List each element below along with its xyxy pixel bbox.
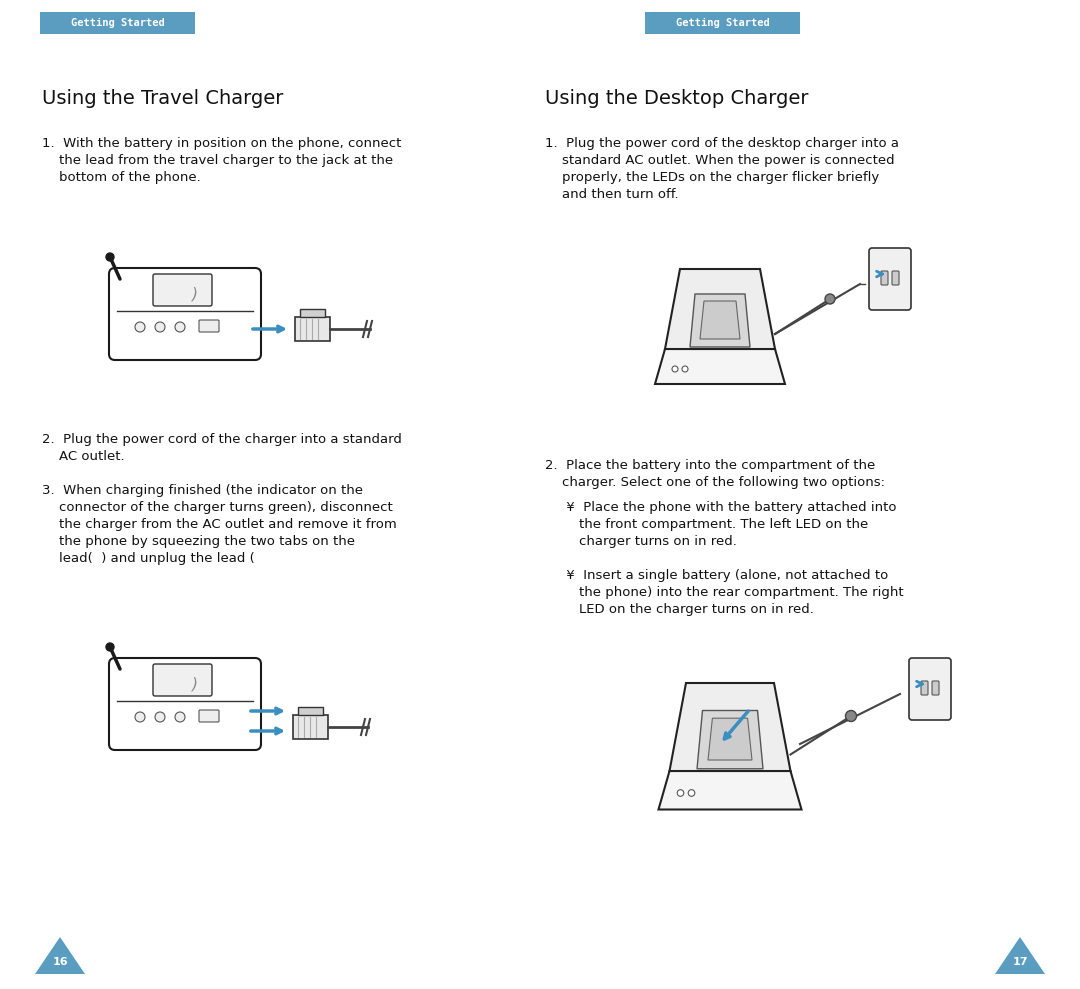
Text: ): ) [192, 287, 198, 302]
Polygon shape [659, 771, 801, 810]
FancyBboxPatch shape [881, 271, 888, 285]
Text: 2.  Plug the power cord of the charger into a standard
    AC outlet.: 2. Plug the power cord of the charger in… [42, 433, 402, 463]
Text: Getting Started: Getting Started [71, 18, 165, 28]
FancyBboxPatch shape [153, 274, 212, 306]
FancyBboxPatch shape [932, 681, 939, 695]
Polygon shape [35, 937, 85, 974]
FancyBboxPatch shape [295, 317, 330, 341]
FancyBboxPatch shape [869, 248, 912, 310]
Polygon shape [995, 937, 1045, 974]
Circle shape [135, 322, 145, 332]
Text: Getting Started: Getting Started [676, 18, 770, 28]
Circle shape [681, 366, 688, 372]
FancyBboxPatch shape [199, 320, 219, 332]
Polygon shape [690, 294, 750, 347]
Text: 2.  Place the battery into the compartment of the
    charger. Select one of the: 2. Place the battery into the compartmen… [545, 459, 885, 489]
Circle shape [156, 712, 165, 722]
FancyBboxPatch shape [199, 710, 219, 722]
Circle shape [156, 322, 165, 332]
FancyBboxPatch shape [40, 12, 195, 34]
Text: 17: 17 [1012, 957, 1028, 967]
Polygon shape [697, 710, 762, 768]
Circle shape [175, 322, 185, 332]
Text: ¥  Place the phone with the battery attached into
        the front compartment.: ¥ Place the phone with the battery attac… [545, 501, 896, 548]
FancyBboxPatch shape [909, 658, 951, 720]
Circle shape [672, 366, 678, 372]
Polygon shape [708, 718, 752, 760]
FancyBboxPatch shape [153, 664, 212, 696]
Polygon shape [665, 269, 775, 349]
Circle shape [106, 253, 114, 261]
Text: 1.  With the battery in position on the phone, connect
    the lead from the tra: 1. With the battery in position on the p… [42, 137, 402, 184]
Text: 1.  Plug the power cord of the desktop charger into a
    standard AC outlet. Wh: 1. Plug the power cord of the desktop ch… [545, 137, 899, 201]
Circle shape [677, 789, 684, 796]
Text: 3.  When charging finished (the indicator on the
    connector of the charger tu: 3. When charging finished (the indicator… [42, 484, 396, 565]
Text: Using the Travel Charger: Using the Travel Charger [42, 89, 283, 108]
Circle shape [175, 712, 185, 722]
Text: 16: 16 [52, 957, 68, 967]
Text: Using the Desktop Charger: Using the Desktop Charger [545, 89, 809, 108]
Circle shape [846, 710, 856, 722]
Circle shape [106, 643, 114, 651]
Polygon shape [654, 349, 785, 384]
Circle shape [825, 294, 835, 304]
FancyBboxPatch shape [300, 309, 325, 317]
FancyBboxPatch shape [109, 268, 261, 360]
FancyBboxPatch shape [921, 681, 928, 695]
Circle shape [135, 712, 145, 722]
Text: ): ) [192, 676, 198, 691]
FancyBboxPatch shape [109, 658, 261, 750]
Text: ¥  Insert a single battery (alone, not attached to
        the phone) into the r: ¥ Insert a single battery (alone, not at… [545, 569, 904, 616]
FancyBboxPatch shape [293, 715, 328, 739]
Circle shape [688, 789, 694, 796]
FancyBboxPatch shape [298, 707, 323, 715]
FancyBboxPatch shape [892, 271, 899, 285]
FancyBboxPatch shape [645, 12, 800, 34]
Polygon shape [700, 301, 740, 339]
Polygon shape [670, 683, 791, 771]
